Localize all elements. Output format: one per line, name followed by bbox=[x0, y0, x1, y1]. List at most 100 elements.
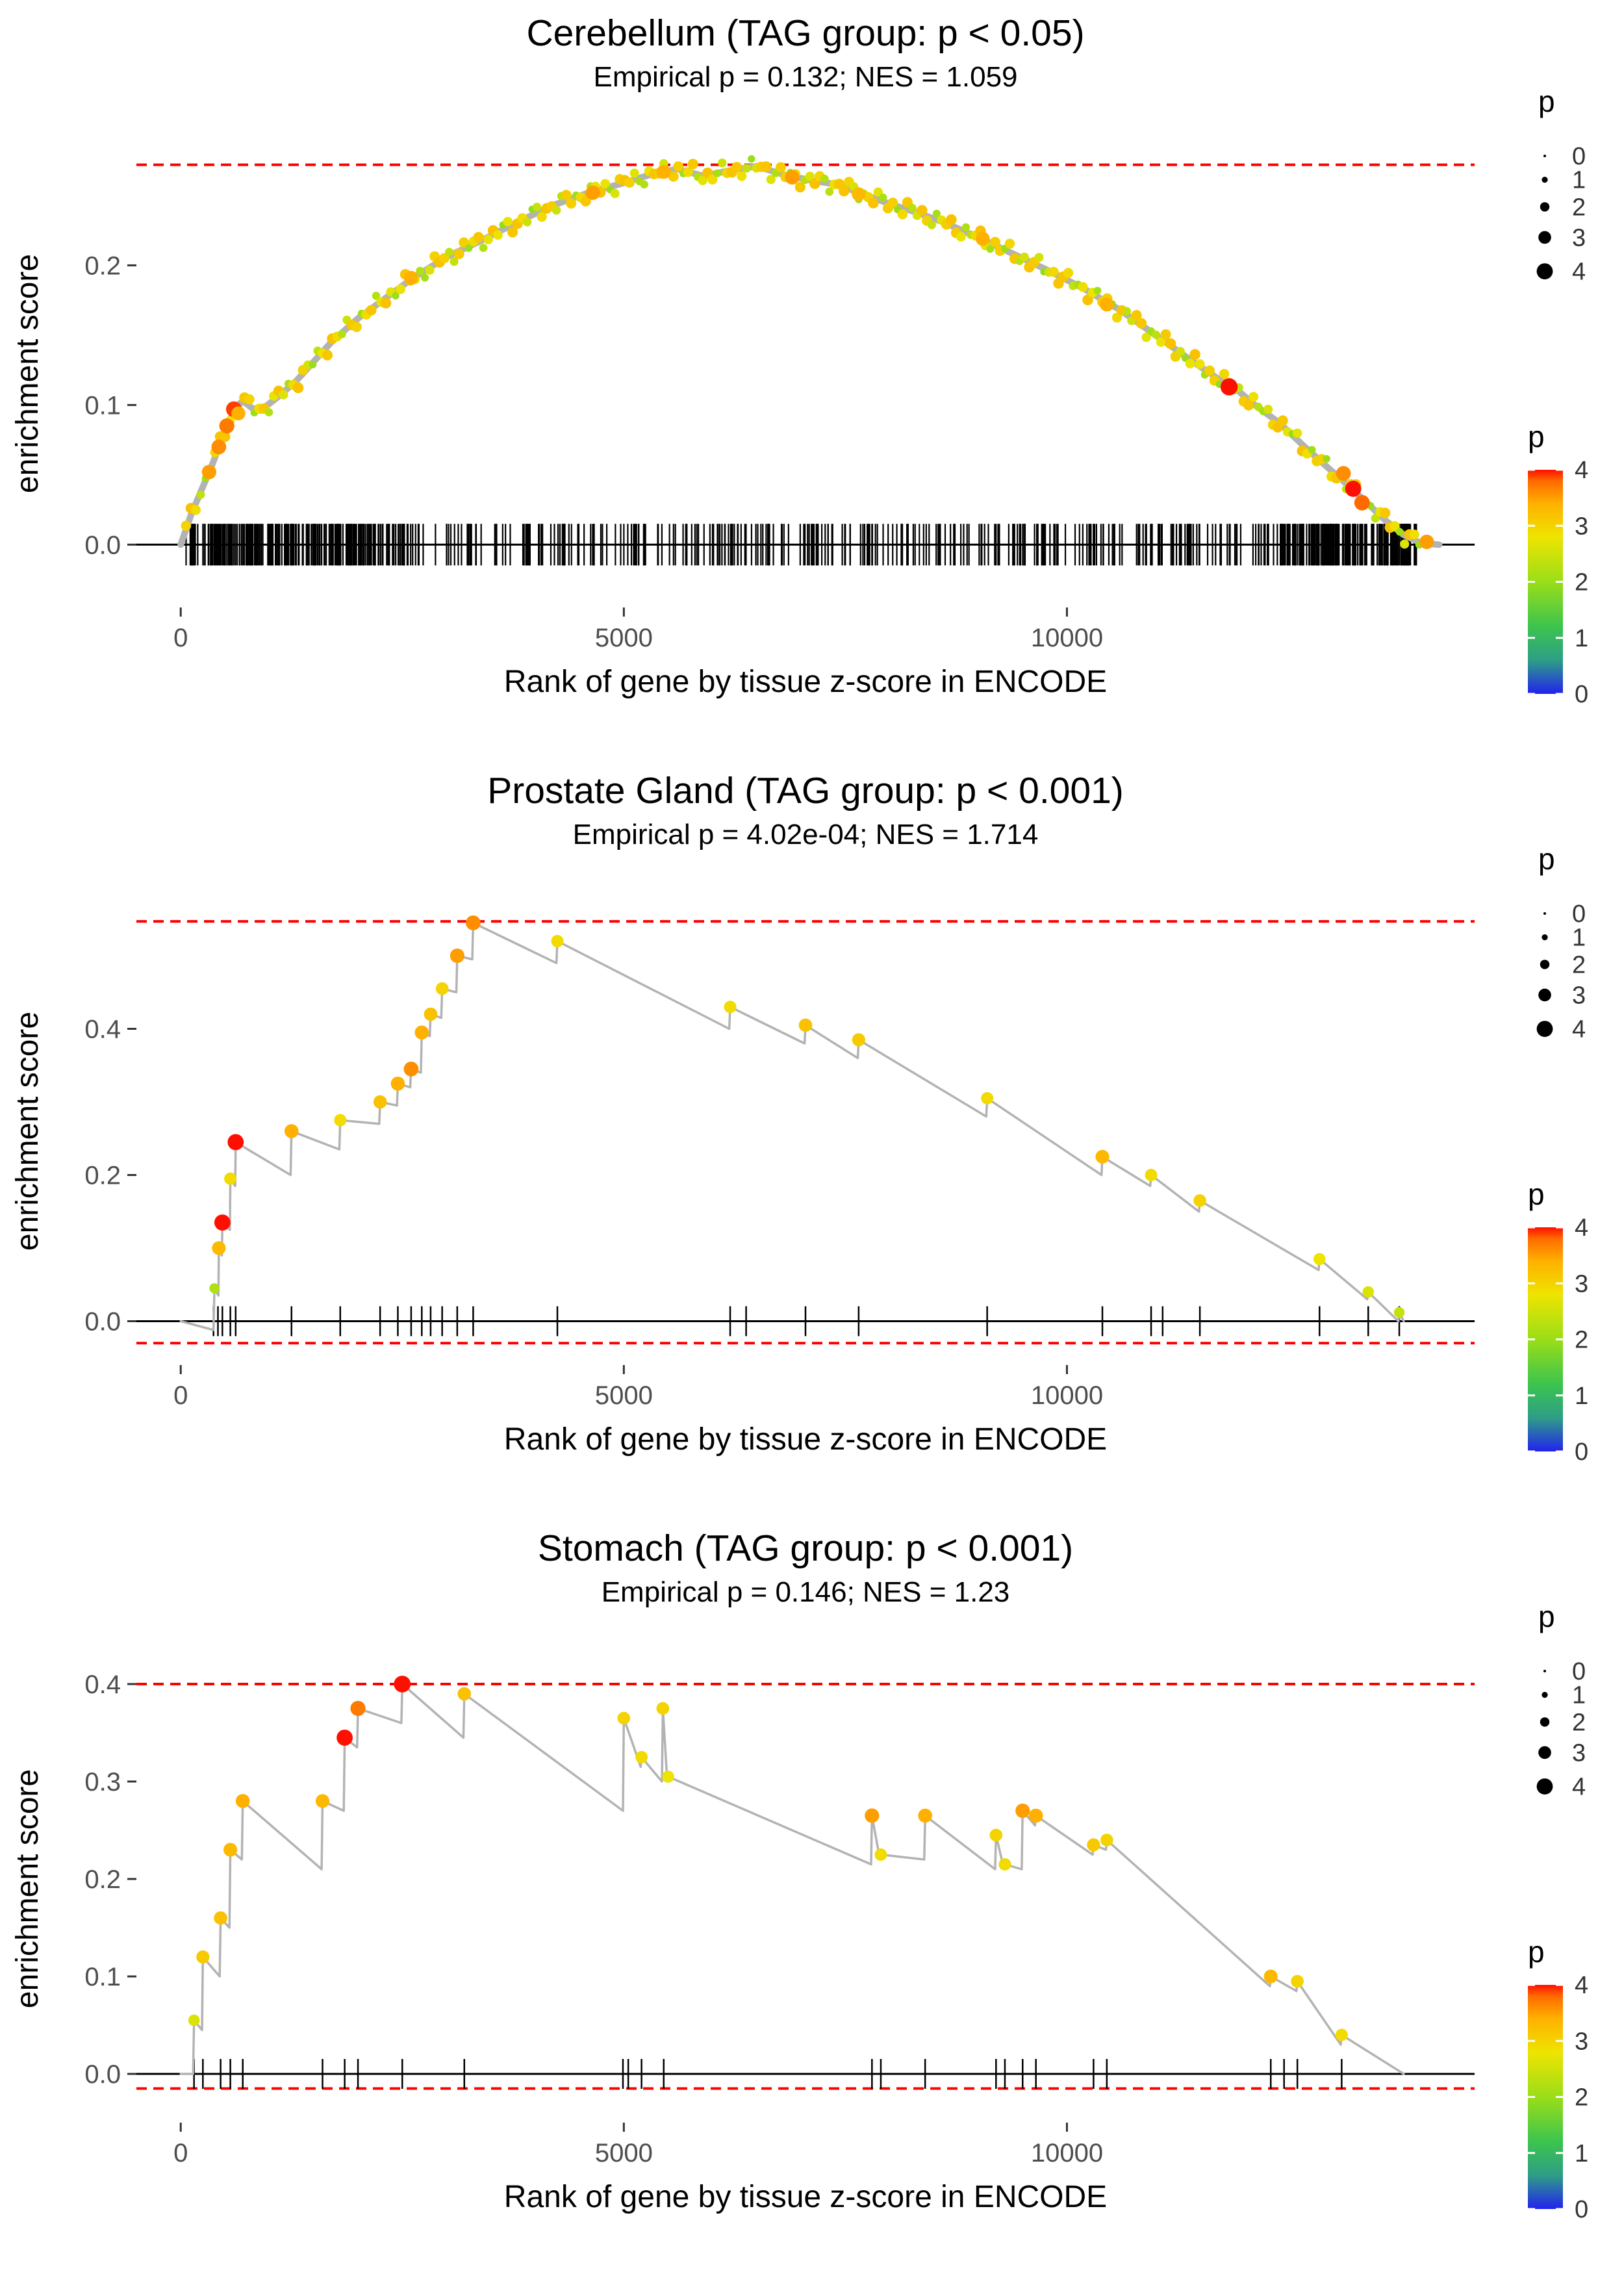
size-legend-title: p bbox=[1538, 842, 1555, 876]
color-legend-label: 3 bbox=[1575, 513, 1588, 540]
size-legend-label: 3 bbox=[1572, 224, 1586, 251]
x-axis-title: Rank of gene by tissue z-score in ENCODE bbox=[504, 2180, 1107, 2214]
x-tick-label: 10000 bbox=[1031, 1381, 1103, 1410]
chart-subtitle: Empirical p = 0.132; NES = 1.059 bbox=[593, 60, 1018, 93]
color-legend: p 4 3 2 1 0 bbox=[1528, 420, 1588, 708]
gene-rug bbox=[212, 1306, 1401, 1336]
x-axis: 0 5000 10000 Rank of gene by tissue z-score… bbox=[173, 607, 1107, 699]
size-legend-label: 2 bbox=[1572, 951, 1586, 978]
color-legend-label: 0 bbox=[1575, 681, 1588, 708]
x-tick-label: 5000 bbox=[595, 624, 653, 652]
x-tick-label: 0 bbox=[173, 624, 188, 652]
size-legend-label: 0 bbox=[1572, 143, 1586, 170]
gene-rug bbox=[185, 524, 1417, 566]
color-legend-label: 0 bbox=[1575, 1438, 1588, 1466]
size-legend-title: p bbox=[1538, 1600, 1555, 1633]
size-legend-label: 1 bbox=[1572, 1682, 1586, 1709]
color-legend-label: 3 bbox=[1575, 1270, 1588, 1297]
y-axis-title: enrichment score bbox=[10, 1012, 45, 1251]
chart-title: Prostate Gland (TAG group: p < 0.001) bbox=[487, 770, 1124, 811]
color-legend: p 4 3 2 1 0 bbox=[1528, 1177, 1588, 1466]
x-axis-title: Rank of gene by tissue z-score in ENCODE bbox=[504, 1422, 1107, 1457]
color-legend-label: 1 bbox=[1575, 625, 1588, 652]
x-tick-label: 0 bbox=[173, 1381, 188, 1410]
x-tick-label: 5000 bbox=[595, 1381, 653, 1410]
y-tick-label: 0.2 bbox=[84, 1865, 121, 1894]
enrichment-curve bbox=[177, 162, 1443, 548]
panel-prostate-gland: Prostate Gland (TAG group: p < 0.001) Em… bbox=[0, 758, 1624, 1515]
color-legend-label: 1 bbox=[1575, 1383, 1588, 1410]
x-tick-label: 10000 bbox=[1031, 2139, 1103, 2167]
size-legend-label: 1 bbox=[1572, 167, 1586, 194]
enrichment-plot-stomach: 0 5000 10000 Rank of gene by tissue z-score… bbox=[10, 1600, 1588, 2223]
color-legend-title: p bbox=[1528, 1935, 1545, 1969]
y-tick-label: 0.3 bbox=[84, 1768, 121, 1796]
dense-gene-points bbox=[181, 155, 1423, 549]
x-tick-label: 5000 bbox=[595, 2139, 653, 2167]
y-tick-label: 0.2 bbox=[84, 1162, 121, 1190]
threshold-lines bbox=[136, 1683, 1475, 2090]
size-legend-label: 4 bbox=[1572, 1016, 1586, 1043]
color-legend-label: 3 bbox=[1575, 2028, 1588, 2055]
x-axis-title: Rank of gene by tissue z-score in ENCODE bbox=[504, 665, 1107, 699]
chart-title: Cerebellum (TAG group: p < 0.05) bbox=[526, 12, 1085, 54]
color-legend: p 4 3 2 1 0 bbox=[1528, 1935, 1588, 2223]
enrichment-plot-prostate-gland: 0 5000 10000 Rank of gene by tissue z-score… bbox=[10, 842, 1588, 1466]
size-legend-label: 1 bbox=[1572, 925, 1586, 952]
y-tick-label: 0.1 bbox=[84, 391, 121, 420]
chart-subtitle: Empirical p = 4.02e-04; NES = 1.714 bbox=[572, 818, 1039, 850]
color-legend-label: 0 bbox=[1575, 2196, 1588, 2223]
x-tick-label: 0 bbox=[173, 2139, 188, 2167]
chart-title: Stomach (TAG group: p < 0.001) bbox=[537, 1527, 1074, 1569]
color-legend-label: 4 bbox=[1575, 1214, 1588, 1242]
enrichment-curve bbox=[179, 1683, 1405, 2075]
color-legend-label: 4 bbox=[1575, 1972, 1588, 1999]
size-legend-label: 3 bbox=[1572, 982, 1586, 1009]
color-legend-label: 2 bbox=[1575, 569, 1588, 596]
x-axis: 0 5000 10000 Rank of gene by tissue z-score… bbox=[173, 1365, 1107, 1457]
panel-stomach: Stomach (TAG group: p < 0.001) Empirical… bbox=[0, 1515, 1624, 2273]
size-legend-label: 4 bbox=[1572, 259, 1586, 286]
size-legend-title: p bbox=[1538, 84, 1555, 118]
y-axis-title: enrichment score bbox=[10, 254, 45, 493]
gene-points bbox=[209, 915, 1405, 1318]
color-legend-label: 2 bbox=[1575, 1327, 1588, 1354]
y-axis: 0.0 0.2 0.4 enrichment score bbox=[10, 1012, 136, 1336]
gene-points bbox=[201, 164, 1434, 550]
color-legend-title: p bbox=[1528, 420, 1545, 454]
y-tick-label: 0.2 bbox=[84, 251, 121, 280]
threshold-lines bbox=[136, 920, 1475, 1345]
color-legend-label: 2 bbox=[1575, 2084, 1588, 2112]
panel-header: Stomach (TAG group: p < 0.001) Empirical… bbox=[0, 1515, 1611, 1608]
y-tick-label: 0.4 bbox=[84, 1016, 121, 1044]
color-legend-label: 1 bbox=[1575, 2140, 1588, 2167]
gene-rug bbox=[193, 2059, 1343, 2089]
x-axis: 0 5000 10000 Rank of gene by tissue z-score… bbox=[173, 2123, 1107, 2214]
gene-points bbox=[188, 1676, 1348, 2041]
color-legend-label: 4 bbox=[1575, 457, 1588, 484]
y-axis: 0.0 0.1 0.2 enrichment score bbox=[10, 251, 136, 559]
size-legend-label: 4 bbox=[1572, 1774, 1586, 1801]
y-axis: 0.0 0.1 0.2 0.3 0.4 enrichment score bbox=[10, 1670, 136, 2089]
color-legend-title: p bbox=[1528, 1177, 1545, 1211]
y-tick-label: 0.0 bbox=[84, 531, 121, 559]
y-tick-label: 0.4 bbox=[84, 1670, 121, 1699]
y-axis-title: enrichment score bbox=[10, 1769, 45, 2008]
chart-subtitle: Empirical p = 0.146; NES = 1.23 bbox=[601, 1576, 1010, 1608]
size-legend-label: 2 bbox=[1572, 194, 1586, 221]
y-tick-label: 0.1 bbox=[84, 1963, 121, 1991]
panel-header: Prostate Gland (TAG group: p < 0.001) Em… bbox=[0, 758, 1611, 850]
y-tick-label: 0.0 bbox=[84, 1308, 121, 1336]
panel-header: Cerebellum (TAG group: p < 0.05) Empiric… bbox=[0, 0, 1611, 93]
panel-cerebellum: Cerebellum (TAG group: p < 0.05) Empiric… bbox=[0, 0, 1624, 758]
size-legend-label: 2 bbox=[1572, 1709, 1586, 1736]
x-tick-label: 10000 bbox=[1031, 624, 1103, 652]
enrichment-plot-cerebellum: 0 5000 10000 Rank of gene by tissue z-score… bbox=[10, 84, 1588, 708]
y-tick-label: 0.0 bbox=[84, 2060, 121, 2089]
size-legend-label: 0 bbox=[1572, 1658, 1586, 1685]
size-legend-label: 0 bbox=[1572, 901, 1586, 928]
